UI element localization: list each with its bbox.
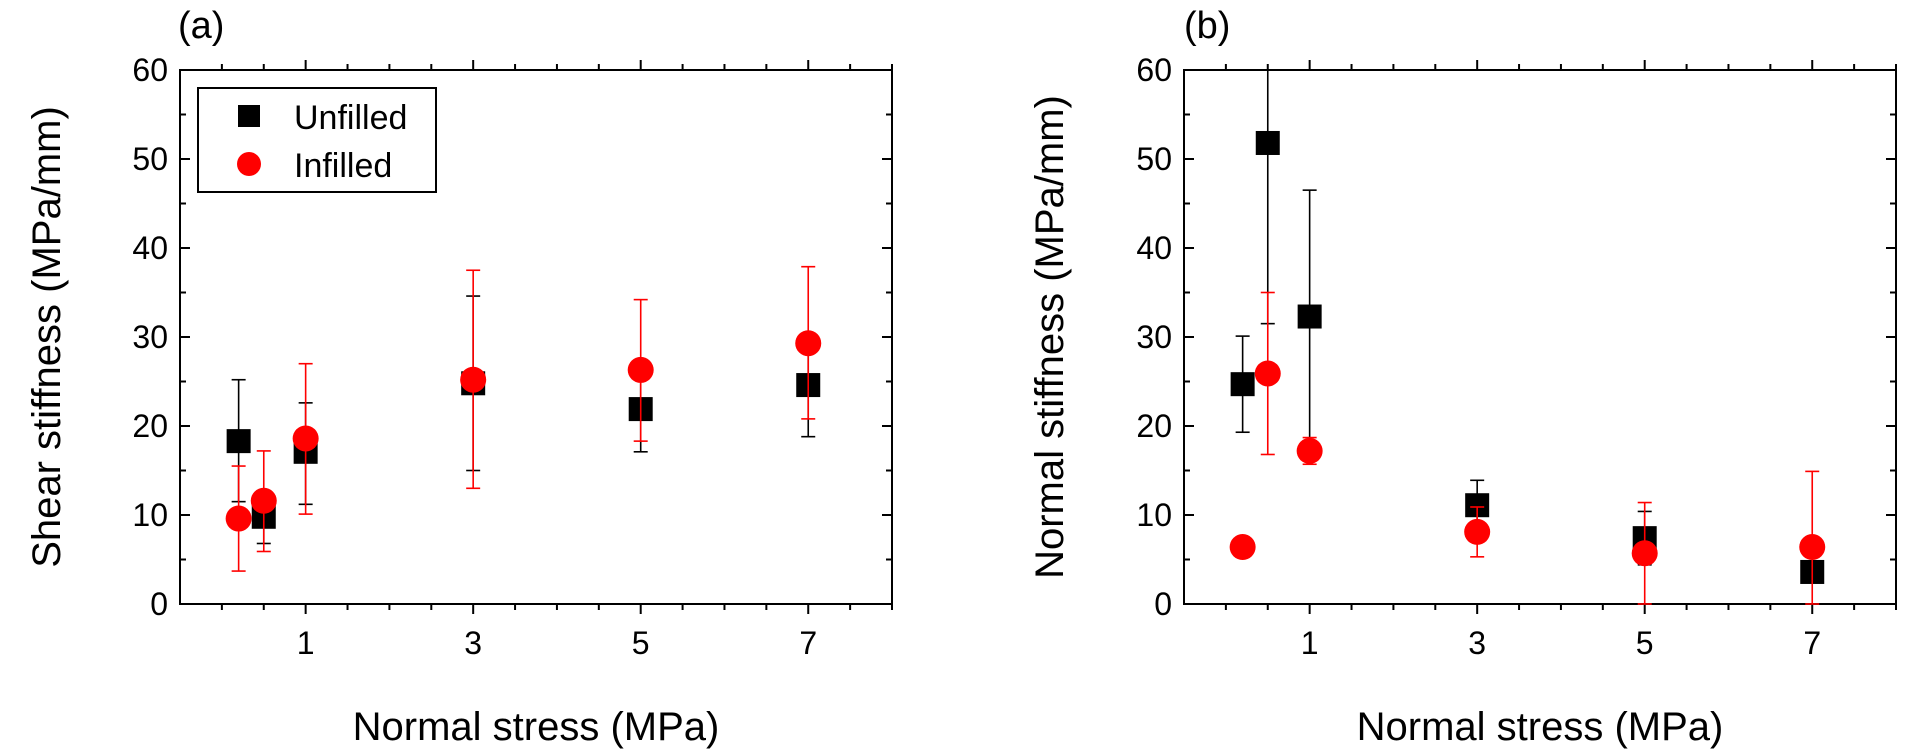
data-point-circle [1799, 534, 1826, 561]
y-axis-ticks: 0 10 20 30 40 50 60 [132, 52, 892, 622]
series-layer [225, 265, 822, 572]
series-layer [1229, 69, 1826, 605]
data-point-square [1230, 372, 1255, 397]
legend-box [197, 87, 437, 193]
data-point-circle [795, 330, 822, 357]
data-point-circle [627, 356, 654, 383]
data-point-circle [460, 366, 487, 393]
series-unfilled [1230, 69, 1825, 584]
panel-label: (b) [1184, 5, 1230, 47]
x-axis-label: Normal stress (MPa) [353, 705, 720, 749]
legend-label-unfilled: Unfilled [294, 99, 407, 137]
x-axis-label: Normal stress (MPa) [1357, 705, 1724, 749]
y-tick-label: 40 [132, 230, 168, 266]
y-tick-label: 20 [132, 408, 168, 444]
y-axis-ticks: 0 10 20 30 40 50 60 [1136, 52, 1896, 622]
data-point-circle [250, 487, 277, 514]
series-infilled [225, 265, 822, 572]
x-axis-ticks: 1 3 5 7 [1224, 60, 1897, 661]
legend: Unfilled Infilled [197, 87, 437, 193]
data-point-circle [1254, 360, 1281, 387]
y-tick-label: 0 [1154, 586, 1172, 622]
data-point-circle [1464, 518, 1491, 545]
x-tick-label: 1 [297, 625, 315, 661]
data-point-square [1255, 130, 1280, 155]
data-point-circle [1229, 534, 1256, 561]
data-point-square [1465, 493, 1490, 518]
x-axis-ticks: 1 3 5 7 [220, 60, 893, 661]
panel-b: 0 10 20 30 40 50 60 1 3 5 7 (b) Normal stress (MP… [1028, 5, 1897, 749]
panel-label: (a) [178, 5, 224, 47]
x-tick-label: 5 [1636, 625, 1654, 661]
legend-label-infilled: Infilled [294, 147, 392, 185]
y-tick-label: 30 [132, 319, 168, 355]
y-tick-label: 40 [1136, 230, 1172, 266]
y-tick-label: 60 [1136, 52, 1172, 88]
x-tick-label: 7 [1803, 625, 1821, 661]
y-tick-label: 10 [1136, 497, 1172, 533]
y-tick-label: 60 [132, 52, 168, 88]
y-tick-label: 50 [1136, 141, 1172, 177]
y-tick-label: 50 [132, 141, 168, 177]
legend-marker-unfilled [238, 105, 260, 127]
x-tick-label: 3 [1468, 625, 1486, 661]
plot-frame [1183, 69, 1897, 605]
y-tick-label: 30 [1136, 319, 1172, 355]
data-point-square [226, 429, 251, 454]
y-tick-label: 10 [132, 497, 168, 533]
x-tick-label: 3 [464, 625, 482, 661]
x-tick-label: 1 [1301, 625, 1319, 661]
series-infilled [1229, 291, 1826, 605]
panel-a: 0 10 20 30 40 50 60 1 3 5 7 (a) Normal stress (MP… [25, 5, 893, 749]
y-tick-label: 20 [1136, 408, 1172, 444]
y-axis-label: Shear stiffness (MPa/mm) [25, 106, 69, 568]
series-unfilled [226, 295, 821, 545]
data-point-circle [1631, 540, 1658, 567]
x-tick-label: 7 [799, 625, 817, 661]
data-point-square [1297, 304, 1322, 329]
data-point-circle [1296, 437, 1323, 464]
legend-marker-infilled [237, 152, 261, 176]
data-point-circle [225, 505, 252, 532]
x-tick-label: 5 [632, 625, 650, 661]
y-tick-label: 0 [150, 586, 168, 622]
data-point-circle [292, 425, 319, 452]
y-axis-label: Normal stiffness (MPa/mm) [1028, 95, 1072, 579]
